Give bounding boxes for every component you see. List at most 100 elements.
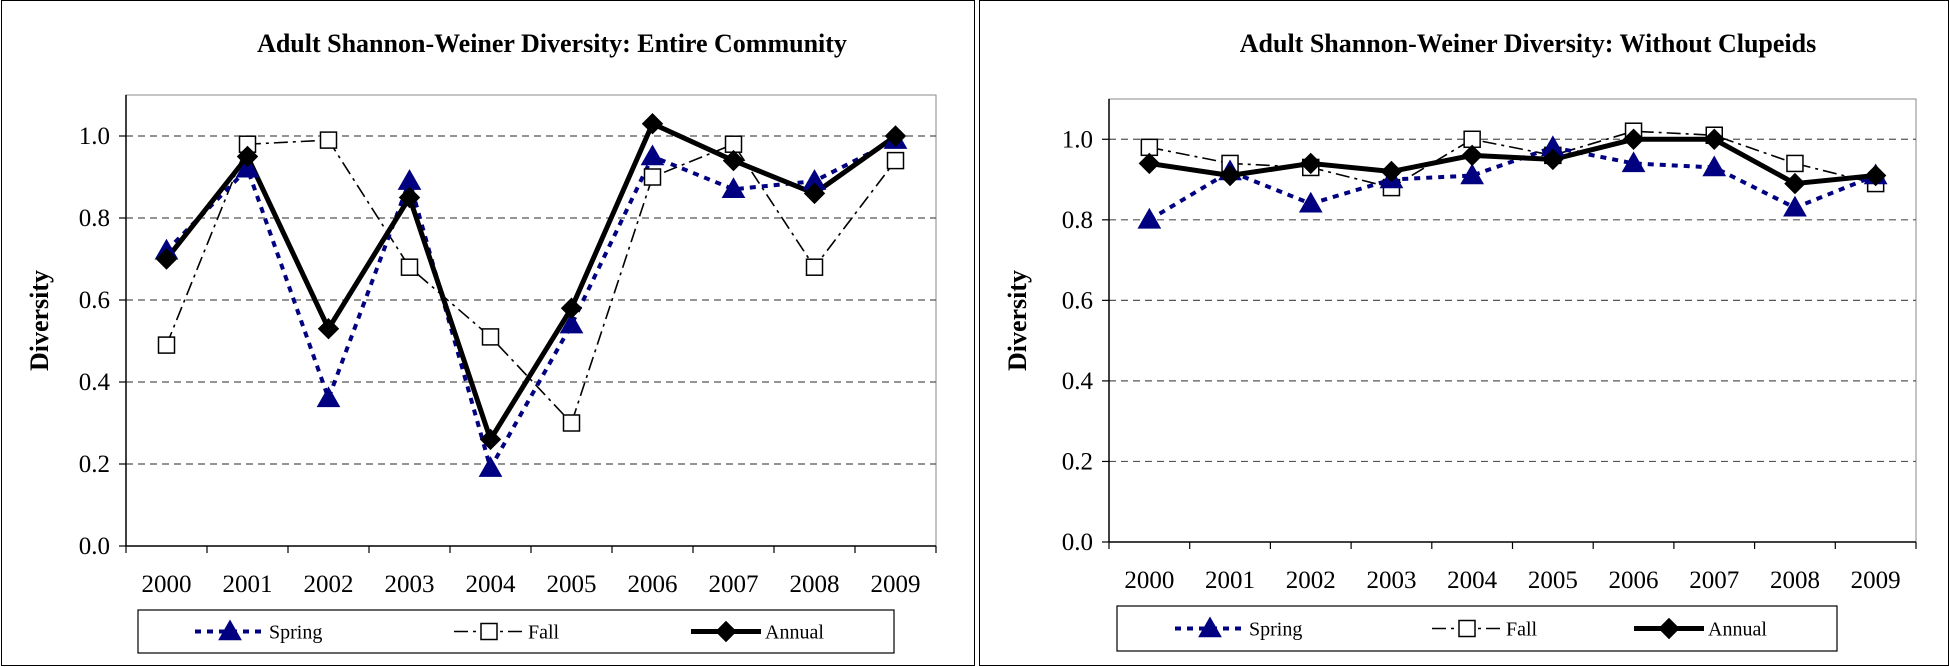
x-tick-label: 2001 bbox=[223, 571, 273, 598]
data-point-annual bbox=[803, 182, 826, 205]
x-tick-label: 2009 bbox=[1851, 567, 1901, 594]
x-tick-label: 2003 bbox=[1366, 567, 1416, 594]
data-point-annual bbox=[884, 125, 907, 147]
data-point-spring bbox=[1137, 207, 1162, 229]
data-point-annual bbox=[155, 248, 178, 270]
x-tick-label: 2008 bbox=[790, 571, 840, 598]
x-tick-label: 2005 bbox=[547, 571, 597, 598]
x-tick-label: 2005 bbox=[1528, 567, 1578, 594]
series-line-spring bbox=[1148, 145, 1877, 222]
data-point-annual bbox=[722, 149, 745, 172]
x-tick-label: 2000 bbox=[142, 571, 192, 598]
legend-marker-fall bbox=[480, 622, 498, 641]
series-line-fall bbox=[1149, 130, 1876, 189]
data-point-annual bbox=[560, 297, 583, 319]
data-point-spring bbox=[1460, 163, 1485, 185]
data-point-annual bbox=[1138, 152, 1161, 175]
data-point-annual bbox=[1300, 152, 1322, 175]
data-point-fall bbox=[319, 131, 338, 149]
data-point-spring bbox=[1621, 151, 1646, 173]
y-tick-label: 1.0 bbox=[79, 123, 110, 150]
data-point-spring bbox=[235, 156, 260, 178]
data-point-fall bbox=[724, 135, 743, 153]
data-point-spring bbox=[1702, 155, 1727, 177]
x-tick-label: 2002 bbox=[304, 571, 354, 598]
y-tick-label: 0.6 bbox=[79, 287, 110, 314]
y-tick-label: 0.4 bbox=[79, 369, 111, 396]
chart-panel-without-clupeids: Adult Shannon-Weiner Diversity: Without … bbox=[979, 0, 1949, 666]
data-point-annual bbox=[1542, 148, 1564, 171]
y-tick-label: 0.0 bbox=[1062, 529, 1093, 556]
y-tick-label: 0.6 bbox=[1062, 287, 1093, 314]
data-point-fall bbox=[157, 336, 176, 354]
chart-title: Adult Shannon-Weiner Diversity: Without … bbox=[1240, 29, 1816, 58]
data-point-annual bbox=[1864, 164, 1887, 187]
legend-marker-fall bbox=[1458, 619, 1476, 638]
data-point-annual bbox=[641, 112, 664, 135]
data-point-spring bbox=[478, 456, 503, 477]
data-point-spring bbox=[640, 144, 665, 166]
data-point-fall bbox=[400, 258, 419, 276]
chart-panel-entire-community: Adult Shannon-Weiner Diversity: Entire C… bbox=[1, 0, 975, 666]
data-point-annual bbox=[1622, 128, 1645, 150]
data-point-spring bbox=[316, 386, 341, 408]
legend-label-spring: Spring bbox=[269, 622, 322, 644]
data-point-annual bbox=[236, 145, 259, 168]
data-point-annual bbox=[1380, 160, 1403, 183]
y-tick-label: 1.0 bbox=[1062, 126, 1093, 153]
data-point-fall bbox=[562, 414, 581, 432]
data-point-fall bbox=[643, 168, 662, 186]
data-point-annual bbox=[1703, 128, 1725, 150]
legend-marker-spring bbox=[218, 619, 242, 641]
y-axis-label: Diversity bbox=[25, 270, 54, 371]
data-point-fall bbox=[886, 151, 905, 170]
x-tick-label: 2007 bbox=[709, 571, 759, 598]
x-tick-label: 2007 bbox=[1689, 567, 1739, 594]
legend-label-annual: Annual bbox=[765, 622, 824, 644]
y-tick-label: 0.8 bbox=[79, 205, 110, 232]
legend-label-fall: Fall bbox=[528, 622, 560, 644]
data-point-spring bbox=[1298, 191, 1323, 213]
series-line-fall bbox=[165, 139, 897, 424]
legend-label-fall: Fall bbox=[1506, 619, 1538, 641]
x-tick-label: 2009 bbox=[871, 571, 921, 598]
y-axis-label: Diversity bbox=[1003, 270, 1032, 371]
legend-label-annual: Annual bbox=[1708, 619, 1767, 641]
series-line-annual bbox=[1148, 136, 1876, 187]
data-point-spring bbox=[1783, 195, 1807, 217]
y-tick-label: 0.4 bbox=[1062, 368, 1094, 395]
y-tick-label: 0.2 bbox=[1062, 448, 1093, 475]
x-tick-label: 2002 bbox=[1286, 567, 1336, 594]
data-point-spring bbox=[721, 177, 746, 199]
legend-marker-annual bbox=[715, 620, 737, 643]
y-tick-label: 0.0 bbox=[79, 533, 110, 560]
x-tick-label: 2004 bbox=[466, 571, 517, 598]
legend-marker-spring bbox=[1198, 616, 1222, 638]
chart-without-clupeids: Adult Shannon-Weiner Diversity: Without … bbox=[1003, 29, 1917, 652]
data-point-annual bbox=[317, 317, 340, 340]
legend-label-spring: Spring bbox=[1249, 619, 1302, 641]
data-point-spring bbox=[397, 169, 422, 190]
y-tick-label: 0.2 bbox=[79, 451, 110, 478]
data-point-annual bbox=[1784, 172, 1806, 195]
x-tick-label: 2001 bbox=[1205, 567, 1255, 594]
data-point-fall bbox=[481, 328, 500, 346]
data-point-annual bbox=[1219, 164, 1241, 187]
data-point-fall bbox=[1786, 154, 1804, 173]
x-tick-label: 2000 bbox=[1124, 567, 1174, 594]
legend-marker-annual bbox=[1658, 617, 1680, 640]
data-point-annual bbox=[1461, 144, 1483, 167]
chart-title: Adult Shannon-Weiner Diversity: Entire C… bbox=[257, 29, 847, 58]
y-tick-label: 0.8 bbox=[1062, 207, 1093, 234]
x-tick-label: 2004 bbox=[1447, 567, 1498, 594]
data-point-annual bbox=[479, 428, 502, 451]
series-line-annual bbox=[164, 121, 897, 442]
data-point-fall bbox=[805, 258, 824, 276]
data-point-spring bbox=[559, 312, 584, 334]
series-line-spring bbox=[165, 138, 897, 471]
x-tick-label: 2008 bbox=[1770, 567, 1820, 594]
data-point-annual bbox=[398, 186, 421, 209]
chart-entire-community: Adult Shannon-Weiner Diversity: Entire C… bbox=[25, 29, 937, 654]
x-tick-label: 2006 bbox=[628, 571, 678, 598]
x-tick-label: 2006 bbox=[1609, 567, 1659, 594]
